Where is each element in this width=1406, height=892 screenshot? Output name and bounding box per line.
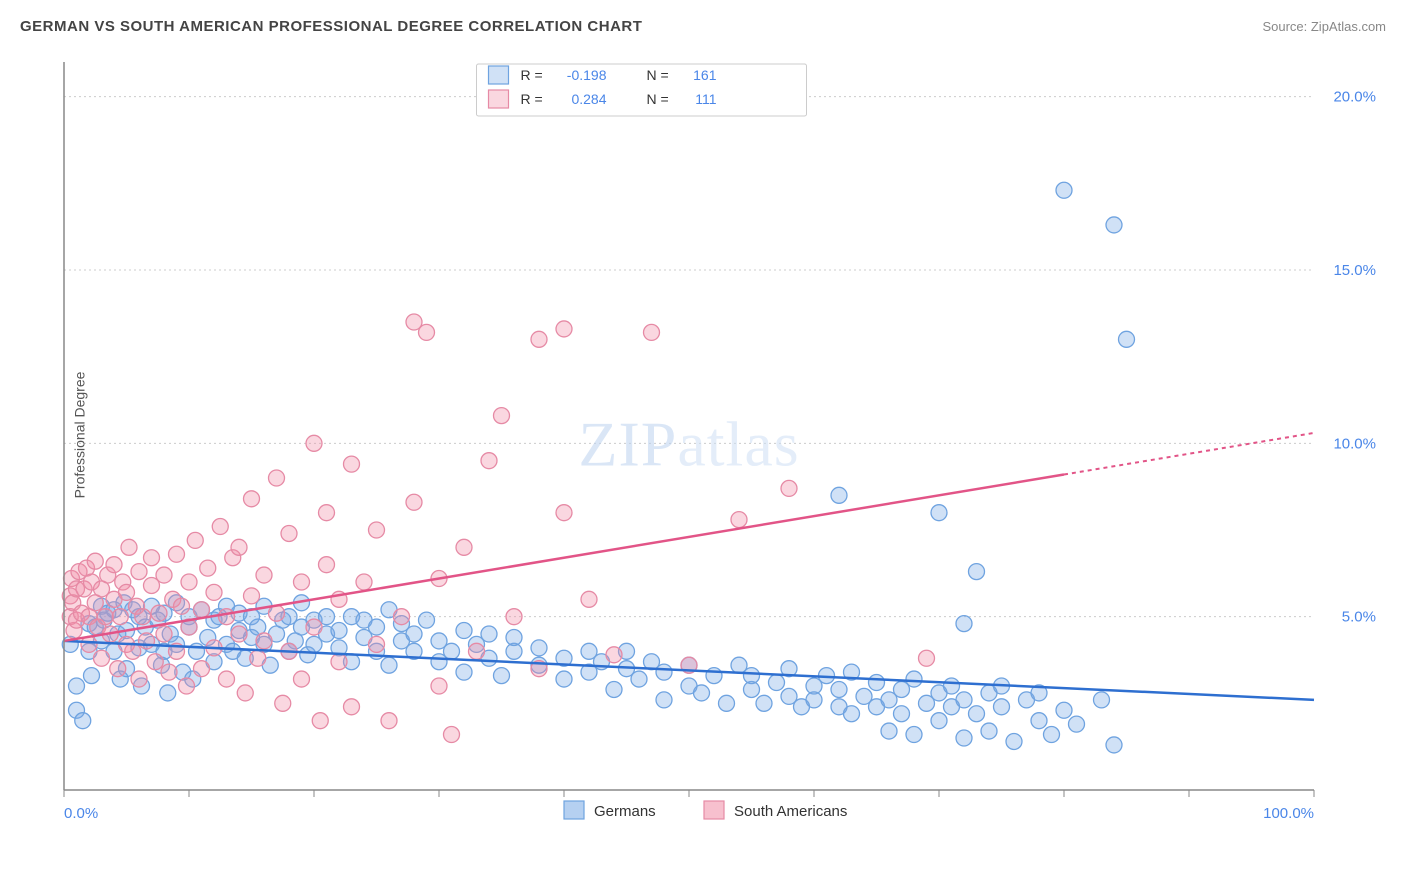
svg-text:R =: R = bbox=[521, 91, 543, 107]
svg-text:Germans: Germans bbox=[594, 803, 656, 820]
svg-text:15.0%: 15.0% bbox=[1333, 262, 1376, 279]
svg-text:South Americans: South Americans bbox=[734, 803, 847, 820]
svg-text:N =: N = bbox=[647, 91, 669, 107]
header: GERMAN VS SOUTH AMERICAN PROFESSIONAL DE… bbox=[20, 18, 1386, 35]
svg-text:0.0%: 0.0% bbox=[64, 805, 98, 822]
svg-text:161: 161 bbox=[693, 67, 717, 83]
plot-area: Professional Degree 5.0% 10.0% 15.0% 20.0% Z… bbox=[56, 50, 1386, 820]
svg-text:-0.198: -0.198 bbox=[567, 67, 607, 83]
svg-text:10.0%: 10.0% bbox=[1333, 435, 1376, 452]
scatter-chart: 5.0% 10.0% 15.0% 20.0% ZIPatlas 0.0% 100.0% R =… bbox=[56, 50, 1386, 850]
chart-title: GERMAN VS SOUTH AMERICAN PROFESSIONAL DE… bbox=[20, 18, 642, 35]
svg-text:R =: R = bbox=[521, 67, 543, 83]
svg-text:ZIPatlas: ZIPatlas bbox=[578, 408, 799, 479]
svg-text:20.0%: 20.0% bbox=[1333, 89, 1376, 106]
y-axis-label: Professional Degree bbox=[71, 372, 87, 499]
svg-text:111: 111 bbox=[695, 91, 716, 107]
svg-text:5.0%: 5.0% bbox=[1342, 609, 1376, 626]
source-attribution: Source: ZipAtlas.com bbox=[1262, 19, 1386, 34]
svg-text:N =: N = bbox=[647, 67, 669, 83]
svg-text:100.0%: 100.0% bbox=[1263, 805, 1314, 822]
svg-text:0.284: 0.284 bbox=[571, 91, 606, 107]
